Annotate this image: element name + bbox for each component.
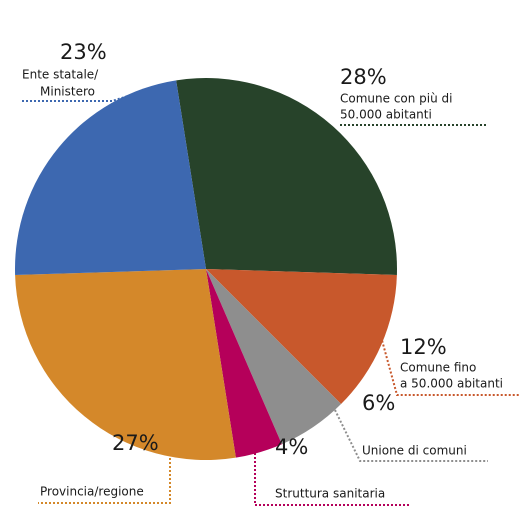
value-label: 12% — [400, 335, 447, 359]
pie-slice — [14, 80, 206, 275]
pie-slice — [206, 269, 282, 458]
category-label: a 50.000 abitanti — [400, 377, 503, 391]
leader-line — [379, 332, 520, 396]
category-label: 50.000 abitanti — [340, 108, 432, 122]
category-label: Comune fino — [400, 361, 476, 375]
category-label: Ministero — [40, 85, 95, 99]
category-label: Ente statale/ — [22, 68, 99, 82]
pie-slice — [15, 269, 236, 460]
leader-line — [22, 95, 129, 102]
value-label: 28% — [340, 65, 387, 89]
category-label: Unione di comuni — [362, 444, 467, 458]
leader-line — [254, 445, 410, 506]
category-label: Struttura sanitaria — [275, 487, 385, 501]
value-label: 23% — [60, 40, 107, 64]
value-label: 6% — [362, 391, 395, 415]
pie-slice — [176, 78, 397, 275]
pie-slice — [206, 269, 342, 445]
value-label: 4% — [275, 435, 308, 459]
leader-line — [38, 458, 171, 504]
leader-line — [334, 409, 488, 462]
category-label: Comune con più di — [340, 92, 453, 106]
category-label: Provincia/regione — [40, 485, 144, 499]
value-label: 27% — [112, 431, 159, 455]
pie-slice — [206, 269, 397, 405]
